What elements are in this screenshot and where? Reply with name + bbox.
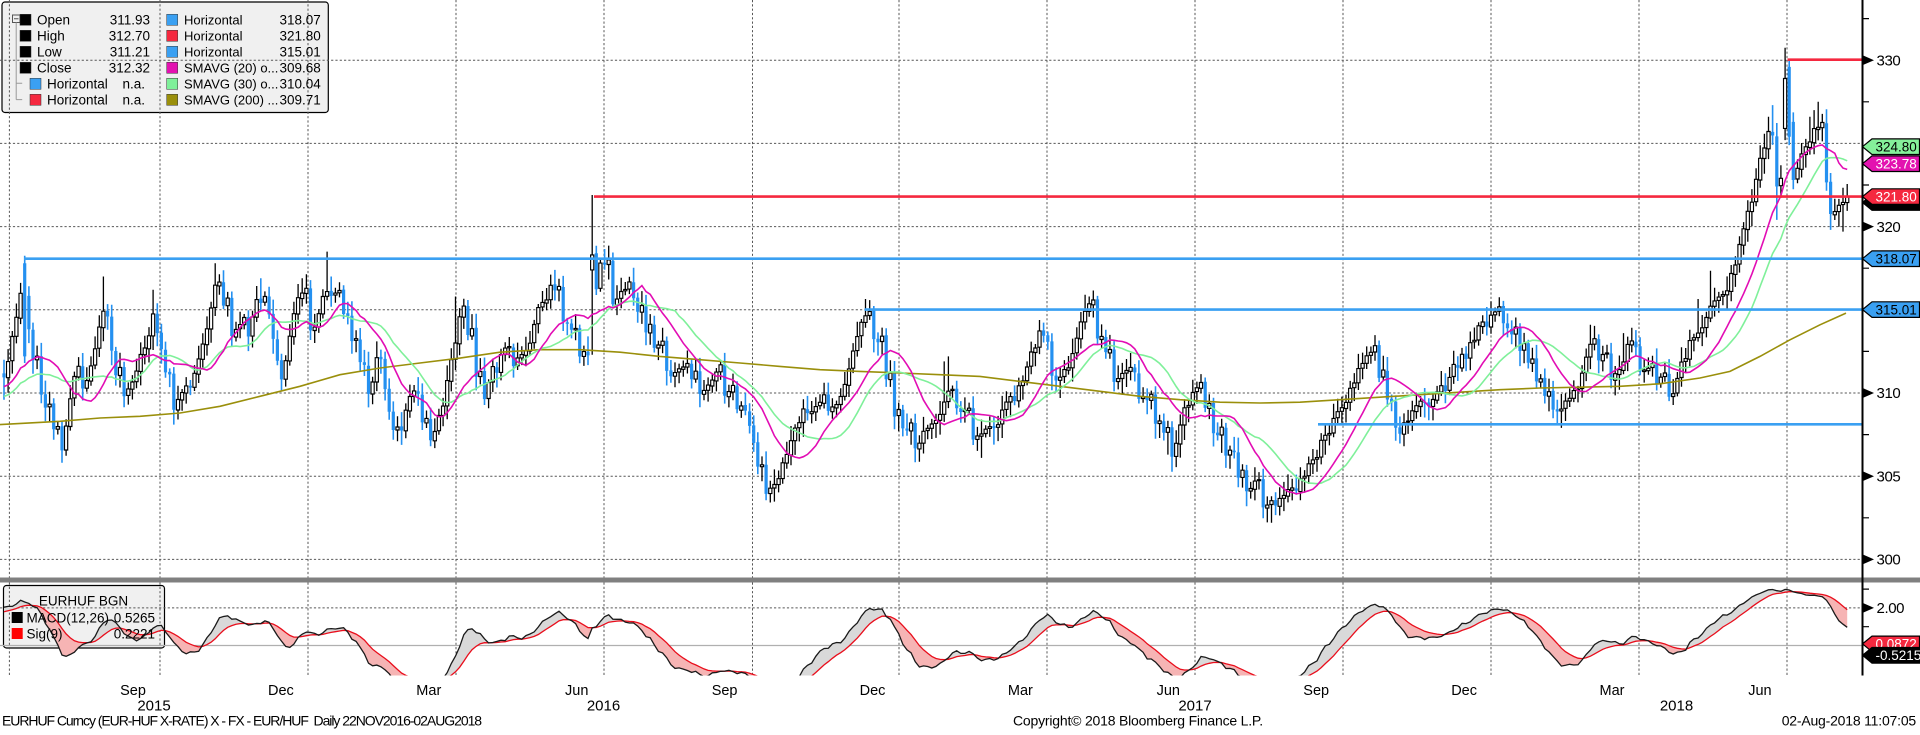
svg-text:2016: 2016 xyxy=(587,698,620,715)
svg-text:SMAVG (20) o...: SMAVG (20) o... xyxy=(184,61,278,76)
svg-text:Jun: Jun xyxy=(1157,683,1180,699)
svg-text:0.2221: 0.2221 xyxy=(114,626,155,641)
svg-text:321.80: 321.80 xyxy=(280,29,321,44)
svg-text:309.71: 309.71 xyxy=(280,93,321,108)
svg-text:311.93: 311.93 xyxy=(110,13,150,28)
svg-text:309.68: 309.68 xyxy=(280,61,321,76)
svg-text:Mar: Mar xyxy=(1600,683,1625,699)
svg-text:312.32: 312.32 xyxy=(109,61,150,76)
svg-text:315.01: 315.01 xyxy=(1876,302,1917,317)
svg-text:311.21: 311.21 xyxy=(110,45,150,60)
svg-text:Jun: Jun xyxy=(565,683,588,699)
svg-text:Sep: Sep xyxy=(712,683,738,699)
svg-text:310.04: 310.04 xyxy=(280,77,322,92)
svg-text:2018: 2018 xyxy=(1660,698,1693,715)
svg-text:2.00: 2.00 xyxy=(1877,600,1905,617)
svg-text:320: 320 xyxy=(1877,219,1901,236)
svg-text:330: 330 xyxy=(1877,52,1901,69)
svg-text:324.80: 324.80 xyxy=(1876,140,1917,155)
svg-text:315.01: 315.01 xyxy=(280,45,321,60)
svg-text:Horizontal: Horizontal xyxy=(184,45,243,60)
svg-text:Dec: Dec xyxy=(1451,683,1477,699)
svg-text:SMAVG (200) ...: SMAVG (200) ... xyxy=(184,93,278,108)
svg-text:Dec: Dec xyxy=(860,683,886,699)
svg-text:Horizontal: Horizontal xyxy=(184,29,243,44)
svg-text:300: 300 xyxy=(1877,552,1901,569)
svg-text:323.78: 323.78 xyxy=(1876,157,1917,172)
svg-text:-0.5215: -0.5215 xyxy=(1876,648,1920,663)
svg-text:Sep: Sep xyxy=(1303,683,1329,699)
svg-text:Sig(9): Sig(9) xyxy=(27,626,63,641)
svg-text:Close: Close xyxy=(37,61,72,76)
svg-text:0.5265: 0.5265 xyxy=(114,610,155,625)
svg-text:Low: Low xyxy=(37,45,62,60)
svg-text:Horizontal: Horizontal xyxy=(47,93,108,108)
svg-text:321.80: 321.80 xyxy=(1876,189,1917,204)
svg-text:Jun: Jun xyxy=(1748,683,1771,699)
svg-text:Horizontal: Horizontal xyxy=(184,13,243,28)
svg-text:310: 310 xyxy=(1877,385,1901,402)
svg-text:High: High xyxy=(37,29,65,44)
svg-text:318.07: 318.07 xyxy=(1876,252,1917,267)
svg-text:EURHUF BGN: EURHUF BGN xyxy=(39,594,128,609)
svg-text:Copyright© 2018 Bloomberg Fina: Copyright© 2018 Bloomberg Finance L.P. xyxy=(1013,713,1263,729)
svg-text:312.70: 312.70 xyxy=(109,29,150,44)
svg-text:Dec: Dec xyxy=(268,683,294,699)
svg-text:n.a.: n.a. xyxy=(122,77,145,92)
svg-text:Open: Open xyxy=(37,13,70,28)
svg-text:Mar: Mar xyxy=(1008,683,1033,699)
svg-text:305: 305 xyxy=(1877,468,1901,485)
svg-text:318.07: 318.07 xyxy=(280,13,321,28)
svg-text:SMAVG (30) o...: SMAVG (30) o... xyxy=(184,77,278,92)
svg-text:MACD(12,26): MACD(12,26) xyxy=(27,610,110,625)
svg-text:Horizontal: Horizontal xyxy=(47,77,108,92)
svg-text:Mar: Mar xyxy=(416,683,441,699)
svg-text:n.a.: n.a. xyxy=(122,93,145,108)
svg-text:02-Aug-2018 11:07:05: 02-Aug-2018 11:07:05 xyxy=(1782,713,1917,729)
svg-text:EURHUF Curncy (EUR-HUF X-RATE): EURHUF Curncy (EUR-HUF X-RATE) X - FX - … xyxy=(2,713,482,729)
